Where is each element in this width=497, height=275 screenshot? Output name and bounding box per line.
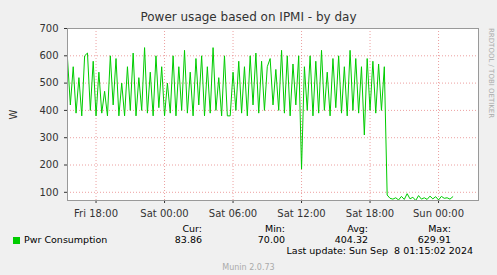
svg-text:300: 300 [39,132,58,143]
svg-text:Sat 00:00: Sat 00:00 [140,208,188,219]
html-text:RRDTOOL / TOBI OETIKER: RRDTOOL / TOBI OETIKER [487,28,495,119]
html-text:404.32: 404.32 [334,234,368,245]
svg-text:Sat 06:00: Sat 06:00 [209,208,257,219]
html-text:Avg:: Avg: [347,223,368,234]
svg-text:500: 500 [39,77,58,88]
html-text:Last update: Sun Sep 8 01:15:0: Last update: Sun Sep 8 01:15:02 2024 [286,245,473,256]
svg-text:Sun 00:00: Sun 00:00 [413,208,464,219]
svg-text:W: W [8,109,19,119]
svg-text:Sat 12:00: Sat 12:00 [277,208,325,219]
html-text:629.91: 629.91 [417,234,451,245]
svg-text:600: 600 [39,50,58,61]
svg-text:700: 700 [39,23,58,34]
html-text:Power usage based on IPMI - by: Power usage based on IPMI - by day [140,10,357,24]
svg-text:100: 100 [39,187,58,198]
html-text:Min:: Min: [264,223,285,234]
html-text:Pwr Consumption: Pwr Consumption [24,234,108,245]
svg-text:200: 200 [39,159,58,170]
html-text:Max:: Max: [428,223,451,234]
html-text:83.86: 83.86 [174,234,202,245]
svg-text:400: 400 [39,105,58,116]
html-text:Munin 2.0.73: Munin 2.0.73 [222,263,275,272]
svg-text:Sat 18:00: Sat 18:00 [346,208,394,219]
html-text:70.00: 70.00 [257,234,285,245]
svg-text:Fri 18:00: Fri 18:00 [74,208,118,219]
html-text:Cur:: Cur: [182,223,202,234]
